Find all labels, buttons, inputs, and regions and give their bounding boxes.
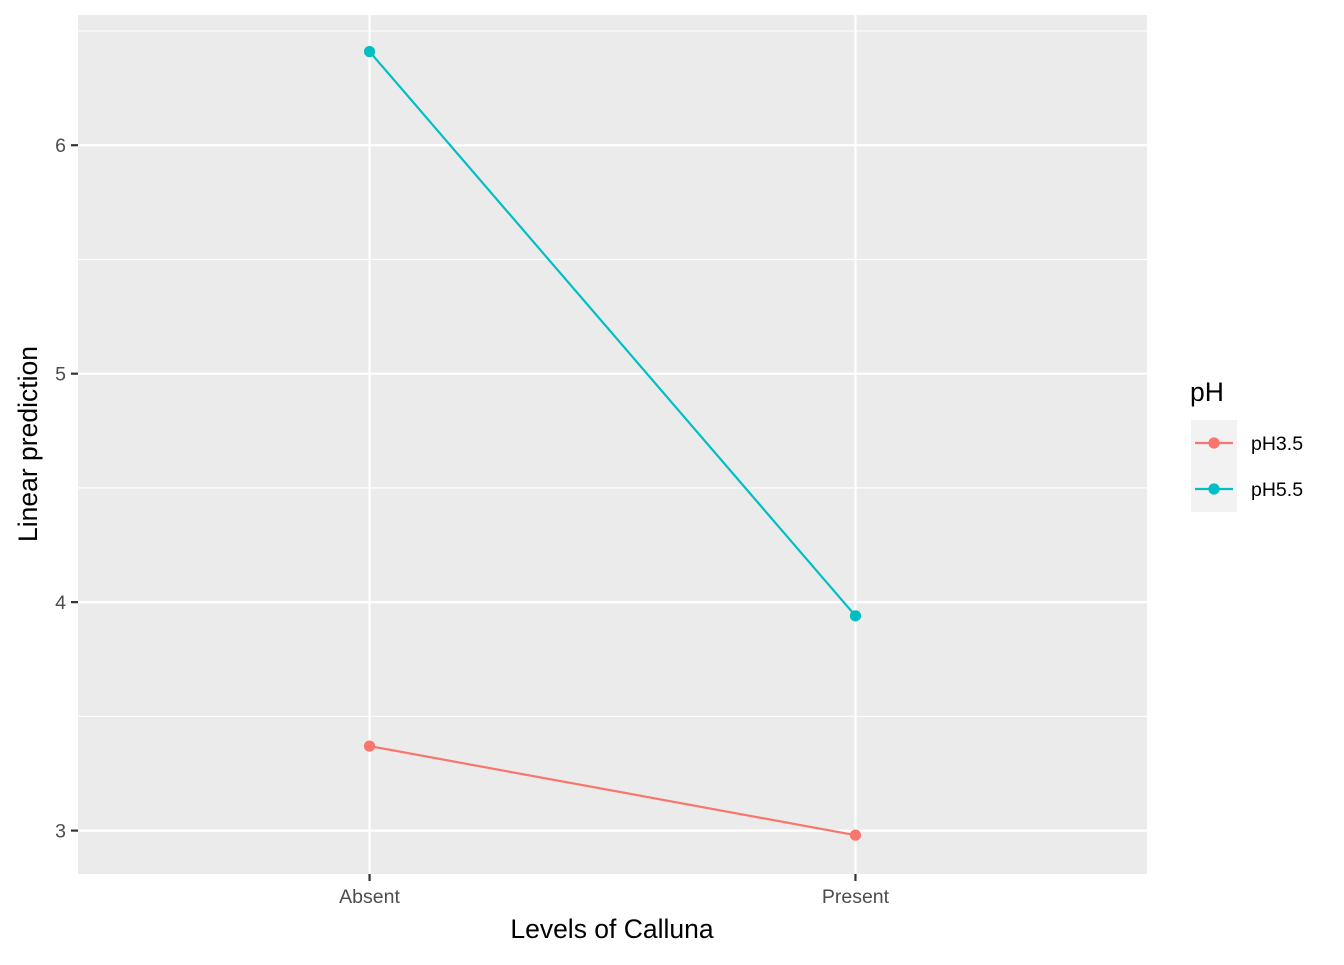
x-axis-title: Levels of Calluna	[510, 914, 714, 944]
y-tick-label: 6	[55, 135, 66, 157]
data-point	[363, 45, 376, 58]
y-tick-label: 5	[55, 364, 66, 386]
x-tick-label: Present	[822, 886, 890, 908]
legend: pH pH3.5 pH5.5	[1190, 377, 1303, 512]
legend-key-point	[1208, 437, 1220, 449]
legend-title: pH	[1190, 377, 1224, 407]
legend-label: pH3.5	[1251, 433, 1303, 455]
x-tick-label: Absent	[339, 886, 400, 908]
series-line	[369, 744, 856, 837]
y-axis-title: Linear prediction	[13, 346, 43, 542]
data-point	[363, 740, 376, 752]
axes: 3 4 5 6 Absent Present	[55, 135, 889, 908]
plot-panel	[78, 15, 1147, 874]
grid-lines	[78, 15, 1147, 874]
y-tick-label: 4	[55, 592, 66, 614]
legend-keys: pH3.5 pH5.5	[1191, 420, 1303, 512]
series-layer	[363, 45, 862, 841]
data-point	[849, 829, 862, 841]
y-tick-label: 3	[55, 821, 66, 843]
series-line	[368, 50, 857, 617]
legend-label: pH5.5	[1251, 479, 1303, 501]
legend-key-point	[1208, 483, 1220, 495]
data-point	[849, 610, 862, 622]
